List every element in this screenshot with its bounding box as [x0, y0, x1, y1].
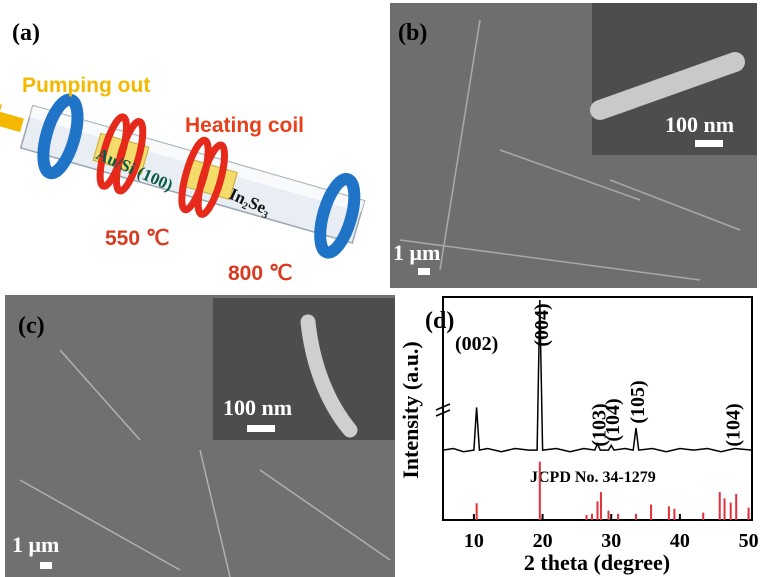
- x-axis-label: 2 theta (degree): [524, 550, 670, 575]
- panel-c: (c) 100 nm 1 μm: [5, 295, 395, 577]
- scale-label: 100 nm: [665, 112, 734, 137]
- panel-label: (a): [12, 20, 40, 46]
- peak-label: (004): [531, 303, 553, 346]
- arrow: [0, 99, 26, 140]
- scale-label: 100 nm: [223, 395, 292, 420]
- panel-d: (d) Intensity (a.u.) 2 theta (degree) JC…: [398, 297, 752, 575]
- panel-label: (b): [398, 20, 427, 46]
- x-tick-label: 40: [670, 530, 690, 552]
- x-tick-label: 50: [739, 530, 759, 552]
- peak-label: (002): [455, 333, 498, 355]
- figure: (a) Pumping out Heating coil Au/Si (100)…: [0, 0, 761, 577]
- annotation: 550 ℃: [105, 227, 169, 250]
- peak-label: (104): [602, 398, 624, 441]
- panel-b: (b) 100 nm 1 μm: [390, 3, 757, 288]
- panel-label: (c): [18, 313, 45, 339]
- scale-label: 1 μm: [12, 532, 59, 557]
- scale-bar: [418, 268, 430, 275]
- x-tick-label: 20: [533, 530, 553, 552]
- annotation: Pumping out: [22, 74, 150, 97]
- panel-label: (d): [425, 308, 454, 334]
- panel-a: (a) Pumping out Heating coil Au/Si (100)…: [0, 20, 369, 285]
- annotation: Heating coil: [185, 114, 304, 137]
- x-tick-label: 30: [601, 530, 621, 552]
- scale-label: 1 μm: [393, 240, 440, 265]
- peak-label: (105): [627, 380, 649, 423]
- y-axis-label: Intensity (a.u.): [398, 341, 423, 479]
- annotation: 800 ℃: [228, 262, 292, 285]
- scale-bar: [695, 140, 723, 147]
- x-tick-label: 10: [464, 530, 484, 552]
- peak-label: (104): [722, 403, 744, 446]
- scale-bar: [247, 425, 275, 432]
- scale-bar: [40, 562, 52, 569]
- reference-label: JCPD No. 34-1279: [530, 469, 656, 486]
